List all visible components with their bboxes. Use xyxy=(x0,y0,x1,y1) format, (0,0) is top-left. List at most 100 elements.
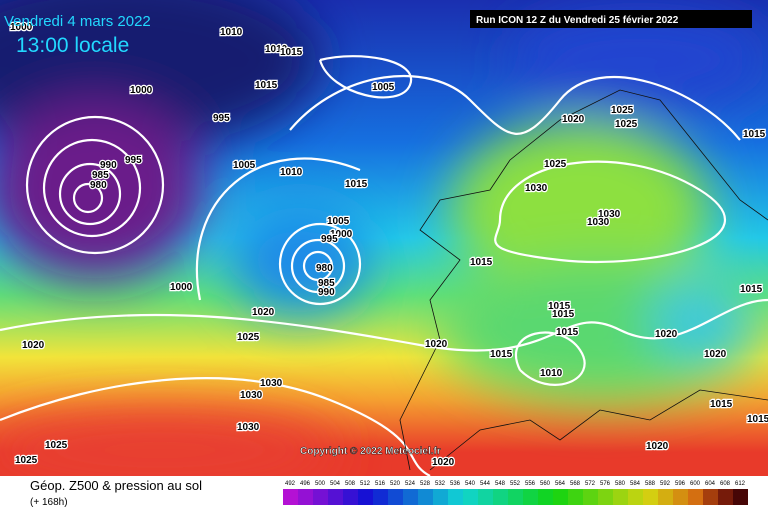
scale-label: 584 xyxy=(630,481,641,487)
scale-label: 572 xyxy=(585,481,596,487)
isobar-label: 1025 xyxy=(611,105,634,116)
scale-swatch xyxy=(283,489,298,505)
isobar-label: 1015 xyxy=(255,80,278,91)
isobar-label: 1015 xyxy=(556,327,579,338)
isobar-label: 1020 xyxy=(646,441,669,452)
isobar-label: 1025 xyxy=(15,455,38,466)
scale-swatch xyxy=(568,489,583,505)
isobar-label: 1030 xyxy=(237,422,260,433)
isobar-label: 985 xyxy=(318,278,335,289)
scale-swatch xyxy=(598,489,613,505)
isobar-label: 990 xyxy=(100,160,117,171)
scale-swatch xyxy=(433,489,448,505)
isobar-label: 1020 xyxy=(22,340,45,351)
scale-label: 500 xyxy=(315,481,326,487)
isobar-label: 995 xyxy=(213,113,230,124)
isobar-label: 1000 xyxy=(170,282,193,293)
scale-swatch xyxy=(733,489,748,505)
scale-label: 548 xyxy=(495,481,506,487)
isobar-label: 1010 xyxy=(280,167,303,178)
scale-label: 528 xyxy=(420,481,431,487)
isobar-label: 995 xyxy=(321,234,338,245)
scale-swatch xyxy=(388,489,403,505)
isobar-label: 1000 xyxy=(10,22,33,33)
isobar-label: 1010 xyxy=(220,27,243,38)
scale-label: 516 xyxy=(375,481,386,487)
scale-swatch xyxy=(298,489,313,505)
isobar-label: 1010 xyxy=(540,368,563,379)
scale-swatch xyxy=(673,489,688,505)
isobar-label: 1000 xyxy=(330,229,353,240)
run-info: Run ICON 12 Z du Vendredi 25 février 202… xyxy=(476,15,679,26)
isobar-label: 1020 xyxy=(252,307,275,318)
run-bar xyxy=(470,10,752,28)
scale-label: 552 xyxy=(510,481,521,487)
isobar-label: 1025 xyxy=(237,332,260,343)
scale-label: 544 xyxy=(480,481,491,487)
footer-title: Géop. Z500 & pression au sol xyxy=(30,478,202,493)
isobar-label: 1000 xyxy=(130,85,153,96)
isobar-label: 1025 xyxy=(544,159,567,170)
isobar-label: 1020 xyxy=(425,339,448,350)
scale-label: 596 xyxy=(675,481,686,487)
isobar-label: 1030 xyxy=(240,390,263,401)
isobar-label: 985 xyxy=(92,170,109,181)
scale-label: 540 xyxy=(465,481,476,487)
scale-swatch xyxy=(583,489,598,505)
scale-label: 512 xyxy=(360,481,371,487)
scale-label: 560 xyxy=(540,481,551,487)
isobar-label: 1025 xyxy=(615,119,638,130)
isobar-label: 1030 xyxy=(598,209,621,220)
scale-label: 532 xyxy=(435,481,446,487)
isobar-label: 1015 xyxy=(552,309,575,320)
scale-label: 556 xyxy=(525,481,536,487)
scale-label: 576 xyxy=(600,481,611,487)
scale-label: 536 xyxy=(450,481,461,487)
footer-lead: (+ 168h) xyxy=(30,497,68,508)
scale-label: 504 xyxy=(330,481,341,487)
isobar-label: 1015 xyxy=(747,414,768,425)
isobar-label: 1015 xyxy=(710,399,733,410)
scale-swatch xyxy=(688,489,703,505)
scale-swatch xyxy=(493,489,508,505)
isobar-label: 1020 xyxy=(562,114,585,125)
isobar-label: 1020 xyxy=(432,457,455,468)
scale-swatch xyxy=(703,489,718,505)
isobar-label: 995 xyxy=(125,155,142,166)
scale-label: 524 xyxy=(405,481,416,487)
scale-label: 588 xyxy=(645,481,656,487)
scale-swatch xyxy=(448,489,463,505)
scale-swatch xyxy=(343,489,358,505)
scale-label: 600 xyxy=(690,481,701,487)
scale-swatch xyxy=(658,489,673,505)
scale-swatch xyxy=(418,489,433,505)
scale-swatch xyxy=(508,489,523,505)
scale-swatch xyxy=(403,489,418,505)
scale-swatch xyxy=(628,489,643,505)
scale-swatch xyxy=(478,489,493,505)
isobar-label: 1005 xyxy=(327,216,350,227)
isobar-label: 1030 xyxy=(260,378,283,389)
isobar-label: 1015 xyxy=(280,47,303,58)
scale-label: 496 xyxy=(300,481,311,487)
scale-label: 612 xyxy=(735,481,746,487)
scale-swatch xyxy=(613,489,628,505)
isobar-label: 1025 xyxy=(45,440,68,451)
scale-swatch xyxy=(328,489,343,505)
isobar-label: 1015 xyxy=(490,349,513,360)
color-scale: 492 496 500 504 508 512 516 520 524 528 532 536 540 5… xyxy=(283,481,748,505)
scale-swatch xyxy=(463,489,478,505)
scale-label: 608 xyxy=(720,481,731,487)
isobar-label: 1005 xyxy=(372,82,395,93)
copyright: Copyright © 2022 Meteociel.fr xyxy=(300,446,441,457)
isobar-label: 1030 xyxy=(525,183,548,194)
isobar-label: 980 xyxy=(90,180,107,191)
isobar-label: 990 xyxy=(318,287,335,298)
isobar-label: 1010 xyxy=(265,44,288,55)
isobar-label: 1015 xyxy=(345,179,368,190)
scale-swatch xyxy=(313,489,328,505)
scale-label: 604 xyxy=(705,481,716,487)
